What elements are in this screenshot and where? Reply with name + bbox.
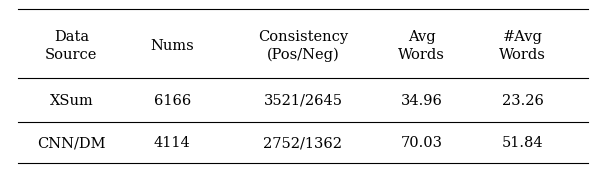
Text: 23.26: 23.26 <box>502 94 544 108</box>
Text: Consistency
(Pos/Neg): Consistency (Pos/Neg) <box>258 30 348 62</box>
Text: 51.84: 51.84 <box>502 136 544 150</box>
Text: 34.96: 34.96 <box>401 94 443 108</box>
Text: CNN/DM: CNN/DM <box>37 136 105 150</box>
Text: 6166: 6166 <box>154 94 191 108</box>
Text: Nums: Nums <box>150 39 194 53</box>
Text: 4114: 4114 <box>154 136 191 150</box>
Text: XSum: XSum <box>50 94 93 108</box>
Text: Data
Source: Data Source <box>45 30 98 62</box>
Text: 70.03: 70.03 <box>401 136 443 150</box>
Text: Avg
Words: Avg Words <box>398 30 445 62</box>
Text: 3521/2645: 3521/2645 <box>264 94 342 108</box>
Text: 2752/1362: 2752/1362 <box>264 136 342 150</box>
Text: #Avg
Words: #Avg Words <box>499 30 546 62</box>
